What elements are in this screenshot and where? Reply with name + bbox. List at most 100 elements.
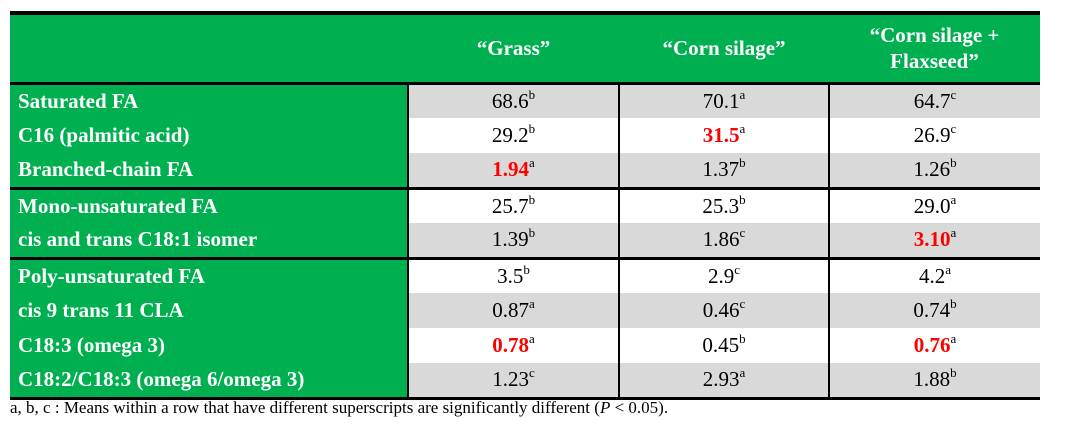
- cell-superscript: a: [528, 331, 535, 346]
- cell-superscript: b: [523, 261, 530, 277]
- value-cell: 3.5b: [407, 256, 619, 293]
- cell-value: 68.6: [491, 88, 529, 113]
- table-row: Saturated FA 68.6b 70.1a 64.7c: [10, 81, 1040, 118]
- footnote-p: P: [599, 398, 611, 417]
- cell-superscript: b: [739, 331, 746, 346]
- cell-value: 70.1: [702, 88, 740, 113]
- cell-superscript: b: [950, 296, 957, 311]
- value-cell: 0.78a: [407, 328, 619, 363]
- table-row: cis and trans C18:1 isomer 1.39b 1.86c 3.10…: [10, 223, 1040, 258]
- cell-value: 1.23: [492, 367, 529, 392]
- table-row: cis 9 trans 11 CLA 0.87a 0.46c 0.74b: [10, 293, 1040, 328]
- cell-value: 1.39: [491, 227, 529, 252]
- cell-value: 29.0: [913, 193, 951, 218]
- cell-superscript: a: [739, 121, 746, 136]
- value-cell: 25.7b: [407, 186, 619, 223]
- cell-superscript: b: [528, 225, 536, 241]
- table-row: C18:2/C18:3 (omega 6/omega 3) 1.23c 2.93a 1…: [10, 363, 1040, 400]
- cell-value: 1.37: [702, 157, 740, 182]
- cell-superscript: b: [739, 191, 746, 207]
- cell-value: 1.94: [492, 157, 529, 182]
- cell-value: 0.46: [702, 298, 740, 322]
- row-label: Branched-chain FA: [10, 153, 408, 188]
- cell-value: 25.7: [491, 193, 529, 218]
- cell-value: 0.78: [492, 333, 529, 357]
- cell-superscript: a: [950, 331, 957, 346]
- header-corn-silage: “Corn silage”: [619, 11, 829, 83]
- cell-value: 29.2: [491, 123, 529, 147]
- value-cell: 2.93a: [618, 363, 829, 400]
- cell-value: 64.7: [913, 88, 951, 113]
- cell-value: 0.76: [913, 333, 951, 357]
- cell-superscript: b: [528, 191, 536, 207]
- cell-value: 3.5: [497, 263, 524, 288]
- header-row: “Grass” “Corn silage” “Corn silage + Fla…: [10, 11, 1040, 83]
- cell-superscript: c: [950, 86, 957, 102]
- value-cell: 1.39b: [407, 223, 619, 258]
- cell-superscript: b: [950, 155, 957, 171]
- fatty-acid-table-container: “Grass” “Corn silage” “Corn silage + Fla…: [10, 11, 1040, 400]
- value-cell: 68.6b: [407, 81, 619, 118]
- value-cell: 29.2b: [407, 118, 619, 153]
- cell-value: 26.9: [913, 123, 951, 147]
- row-label: C18:2/C18:3 (omega 6/omega 3): [10, 363, 408, 400]
- value-cell: 1.23c: [407, 363, 619, 400]
- value-cell: 2.9c: [618, 256, 829, 293]
- cell-value: 1.86: [702, 227, 740, 252]
- value-cell: 0.46c: [618, 293, 829, 328]
- value-cell: 0.74b: [828, 293, 1040, 328]
- cell-superscript: a: [739, 86, 746, 102]
- cell-superscript: c: [734, 261, 741, 277]
- fatty-acid-table: “Grass” “Corn silage” “Corn silage + Fla…: [10, 11, 1040, 400]
- footnote-suffix: < 0.05).: [610, 398, 669, 417]
- value-cell: 64.7c: [828, 81, 1040, 118]
- value-cell: 1.37b: [618, 153, 829, 188]
- header-blank: [10, 11, 408, 83]
- cell-superscript: a: [945, 261, 952, 277]
- table-row: C18:3 (omega 3) 0.78a 0.45b 0.76a: [10, 328, 1040, 363]
- value-cell: 1.26b: [828, 153, 1040, 188]
- cell-superscript: b: [739, 155, 746, 171]
- significance-footnote: a, b, c : Means within a row that have d…: [10, 398, 668, 418]
- header-corn-silage-flaxseed: “Corn silage + Flaxseed”: [829, 11, 1040, 83]
- row-label: C16 (palmitic acid): [10, 118, 408, 153]
- cell-value: 3.10: [913, 227, 951, 252]
- cell-superscript: b: [950, 365, 957, 381]
- value-cell: 1.94a: [407, 153, 619, 188]
- value-cell: 1.86c: [618, 223, 829, 258]
- row-label: Saturated FA: [10, 81, 408, 118]
- table-row: Mono-unsaturated FA 25.7b 25.3b 29.0a: [10, 186, 1040, 223]
- cell-superscript: a: [739, 365, 746, 381]
- row-label: C18:3 (omega 3): [10, 328, 408, 363]
- value-cell: 4.2a: [828, 256, 1040, 293]
- row-label: Poly-unsaturated FA: [10, 256, 408, 293]
- cell-superscript: c: [739, 225, 746, 241]
- cell-superscript: c: [528, 365, 535, 381]
- cell-superscript: a: [528, 296, 535, 311]
- cell-superscript: c: [739, 296, 746, 311]
- footnote-prefix: a, b, c : Means within a row that have d…: [10, 398, 600, 417]
- value-cell: 31.5a: [618, 118, 829, 153]
- cell-value: 31.5: [702, 123, 740, 147]
- cell-value: 2.93: [702, 367, 740, 392]
- cell-superscript: a: [528, 155, 535, 171]
- header-grass: “Grass”: [408, 11, 619, 83]
- value-cell: 1.88b: [828, 363, 1040, 400]
- value-cell: 70.1a: [618, 81, 829, 118]
- cell-value: 25.3: [702, 193, 740, 218]
- cell-value: 0.74: [913, 298, 951, 322]
- cell-value: 1.26: [913, 157, 951, 182]
- cell-value: 4.2: [918, 263, 946, 288]
- value-cell: 29.0a: [828, 186, 1040, 223]
- value-cell: 0.45b: [618, 328, 829, 363]
- value-cell: 26.9c: [828, 118, 1040, 153]
- cell-superscript: b: [528, 86, 536, 102]
- cell-value: 1.88: [913, 367, 951, 392]
- row-label: cis 9 trans 11 CLA: [10, 293, 408, 328]
- cell-superscript: b: [528, 121, 536, 136]
- cell-superscript: c: [950, 121, 957, 136]
- cell-value: 0.45: [702, 333, 740, 357]
- value-cell: 25.3b: [618, 186, 829, 223]
- table-row: Branched-chain FA 1.94a 1.37b 1.26b: [10, 153, 1040, 188]
- cell-superscript: a: [950, 225, 957, 241]
